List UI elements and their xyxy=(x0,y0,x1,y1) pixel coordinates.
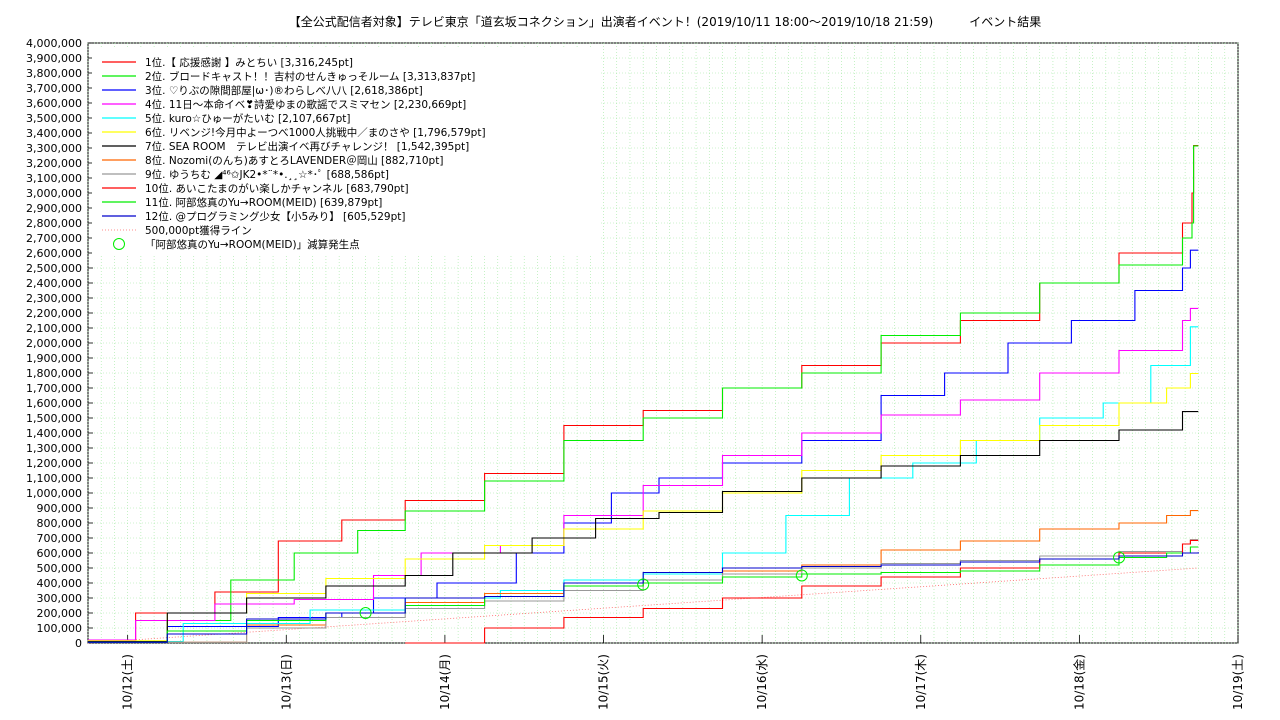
y-tick-label: 3,500,000 xyxy=(26,112,82,125)
x-axis: 10/12(土) 10/13(日) 10/14(月) 10/15(火) 10/16(水)… xyxy=(121,635,1245,710)
legend-label: 10位. あいこたまのがい楽しかチャンネル [683,790pt] xyxy=(145,182,409,195)
y-tick-label: 1,300,000 xyxy=(26,442,82,455)
y-tick-label: 2,500,000 xyxy=(26,262,82,275)
subtraction-marker xyxy=(795,569,808,582)
y-tick-label: 1,600,000 xyxy=(26,397,82,410)
y-tick-label: 600,000 xyxy=(37,547,83,560)
x-tick-label: 10/14(月) xyxy=(438,654,452,710)
subtraction-marker xyxy=(1113,551,1126,564)
y-tick-label: 3,300,000 xyxy=(26,142,82,155)
x-tick-label: 10/17(木) xyxy=(914,654,928,710)
legend-box xyxy=(92,48,600,254)
y-tick-label: 1,800,000 xyxy=(26,367,82,380)
x-tick-label: 10/12(土) xyxy=(121,654,135,710)
y-tick-label: 3,400,000 xyxy=(26,127,82,140)
series-line-7 xyxy=(88,411,1199,643)
series-line-12 xyxy=(88,552,1199,643)
subtraction-marker xyxy=(359,607,372,619)
legend-label-marker: 「阿部悠真のYu→ROOM(MEID)」減算発生点 xyxy=(145,238,360,251)
y-tick-label: 2,700,000 xyxy=(26,232,82,245)
y-tick-label: 2,200,000 xyxy=(26,307,82,320)
y-tick-label: 3,600,000 xyxy=(26,97,82,110)
y-tick-label: 2,600,000 xyxy=(26,247,82,260)
y-tick-label: 3,000,000 xyxy=(26,187,82,200)
y-tick-label: 200,000 xyxy=(37,607,83,620)
legend-label: 8位. Nozomi(のんち)あすとろLAVENDER＠岡山 [882,710p… xyxy=(145,154,443,167)
legend-label: 3位. ♡りぶの隙間部屋|ω･)®わらしべ八八 [2,618,386pt] xyxy=(145,84,423,97)
y-tick-label: 2,000,000 xyxy=(26,337,82,350)
y-tick-label: 3,100,000 xyxy=(26,172,82,185)
y-tick-label: 2,300,000 xyxy=(26,292,82,305)
y-tick-label: 2,400,000 xyxy=(26,277,82,290)
y-tick-label: 900,000 xyxy=(37,502,83,515)
legend-label-threshold: 500,000pt獲得ライン xyxy=(145,224,252,237)
threshold-line-layer xyxy=(87,567,1199,644)
legend-label: 1位.【 応援感謝 】みとちい [3,316,245pt] xyxy=(145,56,353,69)
legend-label: 4位. 11日〜本命イベ❣詩愛ゆまの歌謡でスミマセン [2,230,669pt] xyxy=(145,98,466,111)
x-tick-label: 10/18(金) xyxy=(1071,654,1086,710)
subtraction-marker xyxy=(637,578,650,591)
y-tick-label: 800,000 xyxy=(37,517,83,530)
y-tick-label: 2,900,000 xyxy=(26,202,82,215)
legend-label: 9位. ゆうちむ ◢⁴⁶✩JK2•*¨*•.¸¸☆*･ﾟ [688,586pt] xyxy=(145,168,389,181)
y-tick-label: 1,500,000 xyxy=(26,412,82,425)
y-tick-label: 100,000 xyxy=(37,622,83,635)
series-line-2 xyxy=(88,145,1199,643)
y-tick-label: 3,700,000 xyxy=(26,82,82,95)
x-tick-label: 10/15(火) xyxy=(597,654,611,710)
y-tick-label: 1,200,000 xyxy=(26,457,82,470)
y-axis: 0 100,000 200,000 300,000 400,000 500,000 600,… xyxy=(26,37,93,650)
y-tick-label: 1,900,000 xyxy=(26,352,82,365)
legend-label: 6位. リベンジ!今月中よーつべ1000人挑戦中／まのさや [1,796,579… xyxy=(145,126,486,139)
series-layer xyxy=(88,145,1199,644)
legend-marker xyxy=(113,238,125,250)
x-tick-label: 10/16(水) xyxy=(755,654,769,710)
chart-title: 【全公式配信者対象】テレビ東京「道玄坂コネクション」出演者イベント！(2019/… xyxy=(289,14,1042,29)
legend-label: 11位. 阿部悠真のYu→ROOM(MEID) [639,879pt] xyxy=(145,196,382,209)
x-tick-label: 10/13(日) xyxy=(279,654,293,710)
marker-layer xyxy=(359,551,1126,619)
y-tick-label: 700,000 xyxy=(37,532,83,545)
y-tick-label: 2,800,000 xyxy=(26,217,82,230)
y-tick-label: 500,000 xyxy=(37,562,83,575)
y-tick-label: 3,800,000 xyxy=(26,67,82,80)
y-tick-label: 3,200,000 xyxy=(26,157,82,170)
series-line-9 xyxy=(88,539,1199,643)
series-line-10 xyxy=(405,539,1199,644)
y-tick-label: 300,000 xyxy=(37,592,83,605)
y-tick-label: 1,000,000 xyxy=(26,487,82,500)
x-tick-label: 10/19(土) xyxy=(1231,654,1245,710)
series-line-4 xyxy=(88,307,1199,641)
legend-label: 7位. SEA ROOM テレビ出演イベ再びチャレンジ！ [1,542,395p… xyxy=(145,140,469,153)
y-tick-label: 2,100,000 xyxy=(26,322,82,335)
legend-label: 5位. kuro☆ひゅーがたいむ [2,107,667pt] xyxy=(145,112,350,125)
y-tick-label: 4,000,000 xyxy=(26,37,82,50)
y-tick-label: 1,400,000 xyxy=(26,427,82,440)
y-tick-label: 400,000 xyxy=(37,577,83,590)
y-tick-label: 1,700,000 xyxy=(26,382,82,395)
threshold-line xyxy=(87,567,1199,644)
y-tick-label: 1,100,000 xyxy=(26,472,82,485)
legend-label: 2位. ブロードキャスト！！吉村のせんきゅっそルーム [3,313,837pt] xyxy=(145,70,475,83)
legend-label: 12位. @プログラミング少女【小5みり】 [605,529pt] xyxy=(145,210,405,223)
y-tick-label: 3,900,000 xyxy=(26,52,82,65)
y-tick-label: 0 xyxy=(75,637,82,650)
legend: 1位.【 応援感謝 】みとちい [3,316,245pt]2位. ブロードキャス… xyxy=(92,48,600,254)
